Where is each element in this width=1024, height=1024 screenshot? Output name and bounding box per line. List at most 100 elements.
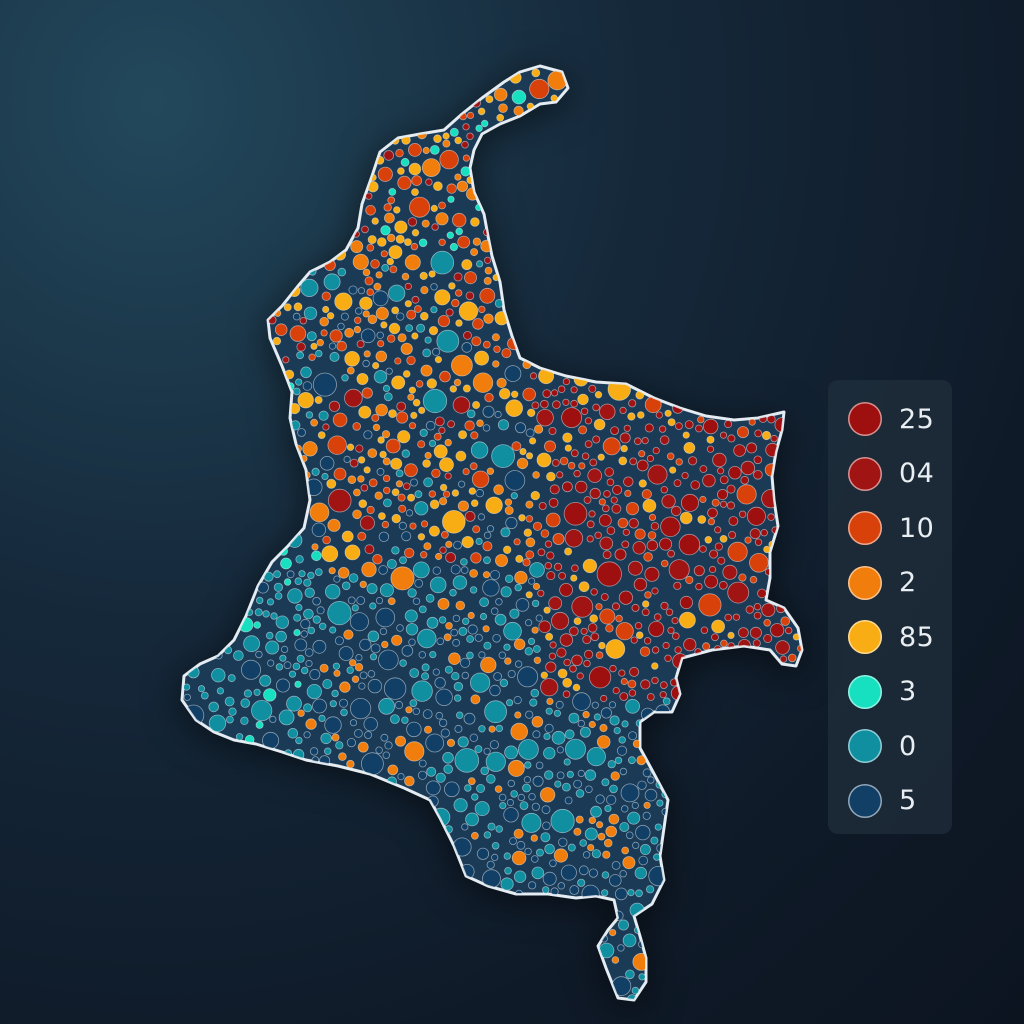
map-cell-circle — [611, 956, 620, 964]
map-cell-circle — [636, 411, 645, 419]
map-cell-circle — [588, 720, 596, 729]
map-cell-circle — [367, 448, 378, 459]
map-cell-circle — [294, 577, 303, 585]
map-cell-circle — [586, 746, 606, 767]
map-cell-circle — [602, 850, 611, 859]
map-cell-circle — [439, 457, 454, 473]
map-cell-circle — [647, 776, 655, 784]
map-cell-circle — [270, 612, 278, 620]
map-cell-circle — [422, 459, 431, 468]
map-cell-circle — [306, 683, 322, 700]
map-cell-circle — [382, 751, 390, 759]
map-cell-circle — [375, 306, 389, 321]
country-shape — [180, 64, 804, 1002]
map-cell-circle — [627, 811, 641, 825]
map-cell-circle — [665, 608, 674, 616]
map-cell-circle — [445, 621, 453, 630]
map-cell-circle — [749, 626, 762, 639]
map-cell-circle — [397, 167, 405, 175]
map-cell-circle — [565, 738, 587, 760]
map-cell-circle — [719, 431, 728, 439]
map-cell-circle — [554, 780, 562, 788]
map-cell-circle — [618, 736, 626, 744]
map-cell-circle — [570, 386, 578, 394]
map-cell-circle — [279, 654, 287, 662]
map-cell-circle — [562, 690, 571, 698]
map-cell-circle — [740, 475, 749, 485]
map-cell-circle — [493, 87, 508, 102]
map-cell-circle — [341, 581, 351, 591]
map-cell-circle — [546, 471, 556, 482]
map-cell-circle — [519, 447, 527, 456]
map-cell-circle — [376, 237, 387, 247]
map-cell-circle — [580, 407, 589, 415]
map-cell-circle — [408, 162, 422, 176]
map-cell-circle — [702, 642, 711, 651]
map-cell-circle — [331, 733, 340, 742]
map-cell-circle — [643, 801, 651, 809]
map-cell-circle — [329, 626, 337, 634]
map-cell-circle — [544, 562, 552, 570]
map-cell-circle — [366, 505, 375, 515]
map-cell-circle — [524, 761, 532, 769]
map-cell-circle — [444, 665, 453, 674]
map-cell-circle — [383, 150, 395, 161]
map-cell-circle — [738, 573, 747, 582]
map-cell-circle — [366, 583, 378, 595]
map-cell-circle — [391, 306, 400, 315]
map-cell-circle — [469, 569, 479, 578]
map-cell-circle — [438, 497, 448, 506]
map-cell-circle — [537, 548, 546, 557]
map-cell-circle — [382, 498, 392, 508]
map-cell-circle — [697, 515, 707, 524]
map-cell-circle — [622, 933, 637, 948]
map-cell-circle — [605, 624, 614, 633]
map-cell-circle — [346, 737, 356, 748]
map-cell-circle — [544, 540, 553, 548]
map-cell-circle — [590, 588, 598, 596]
map-cell-circle — [381, 430, 391, 439]
map-cell-circle — [524, 847, 532, 856]
map-cell-circle — [591, 701, 599, 709]
map-cell-circle — [578, 865, 589, 876]
map-cell-circle — [240, 698, 251, 708]
map-cell-circle — [467, 611, 475, 620]
map-cell-circle — [619, 432, 631, 444]
map-cell-circle — [559, 583, 573, 597]
map-cell-circle — [618, 919, 630, 931]
map-cell-circle — [587, 843, 595, 852]
map-cell-circle — [470, 431, 479, 440]
map-cell-circle — [349, 458, 359, 468]
map-cell-circle — [472, 525, 481, 534]
map-cell-circle — [660, 601, 669, 611]
map-cell-circle — [498, 651, 506, 659]
map-cell-circle — [319, 316, 330, 327]
map-cell-circle — [690, 480, 700, 490]
map-cell-circle — [577, 719, 585, 728]
map-cell-circle — [615, 622, 634, 641]
map-cell-circle — [552, 533, 565, 546]
map-cell-circle — [411, 228, 420, 237]
map-cell-circle — [706, 435, 715, 444]
map-cell-circle — [578, 462, 586, 470]
map-cell-circle — [529, 372, 538, 380]
map-cell-circle — [748, 418, 756, 426]
map-cell-circle — [707, 507, 718, 519]
map-cell-circle — [485, 496, 503, 515]
map-cell-circle — [407, 142, 422, 157]
map-cell-circle — [341, 530, 354, 543]
map-cell-circle — [397, 493, 406, 502]
map-cell-circle — [767, 513, 775, 521]
map-cell-circle — [385, 367, 393, 375]
map-cell-circle — [479, 597, 490, 608]
map-cell-circle — [530, 688, 540, 698]
map-cell-circle — [344, 544, 361, 561]
map-cell-circle — [262, 610, 270, 618]
map-cell-circle — [578, 581, 590, 593]
map-cell-circle — [559, 456, 569, 466]
map-cell-circle — [407, 217, 418, 227]
map-cell-circle — [673, 479, 682, 488]
map-cell-circle — [622, 856, 636, 870]
map-cell-circle — [380, 225, 391, 236]
map-cell-circle — [655, 411, 663, 419]
